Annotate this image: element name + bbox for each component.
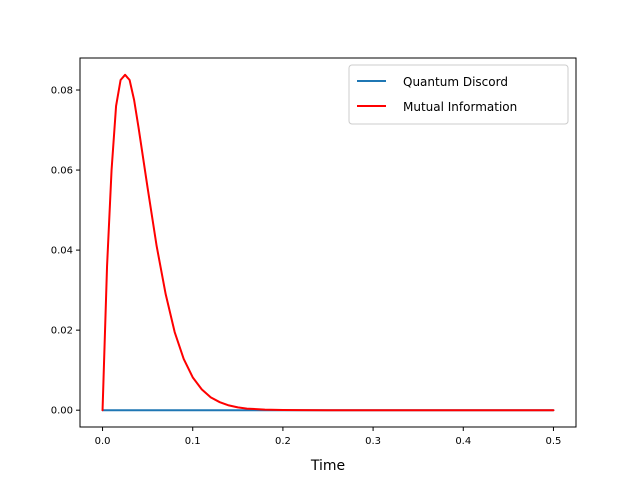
y-tick-label: 0.04 [51, 246, 73, 257]
y-axis-ticks: 0.00 0.02 0.04 0.06 0.08 [51, 86, 80, 417]
legend-label-quantum-discord: Quantum Discord [403, 75, 508, 89]
y-tick-label: 0.08 [51, 86, 73, 97]
x-axis-title: Time [310, 458, 345, 474]
y-tick-label: 0.02 [51, 326, 73, 337]
x-tick-label: 0.3 [365, 436, 381, 447]
x-tick-label: 0.4 [455, 436, 471, 447]
plot-frame [79, 57, 577, 428]
series-line-mutual-information [101, 73, 555, 412]
series-layer [101, 73, 555, 412]
x-tick-label: 0.1 [185, 436, 201, 447]
x-tick-label: 0.2 [275, 436, 291, 447]
y-tick-label: 0.00 [51, 406, 73, 417]
y-tick-label: 0.06 [51, 166, 73, 177]
legend-label-mutual-information: Mutual Information [403, 100, 517, 114]
legend-box [348, 64, 569, 125]
x-axis-ticks: 0.0 0.1 0.2 0.3 0.4 0.5 [95, 427, 562, 447]
x-tick-label: 0.0 [95, 436, 111, 447]
legend: Quantum Discord Mutual Information [348, 64, 569, 125]
x-tick-label: 0.5 [546, 436, 562, 447]
